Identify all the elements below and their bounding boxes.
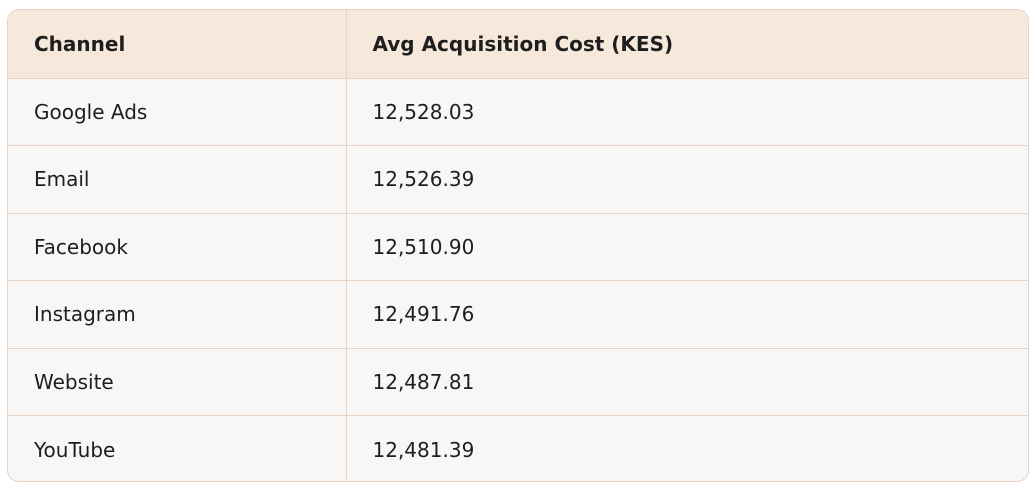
table-row: Google Ads 12,528.03 (8, 78, 1028, 146)
table-row: Website 12,487.81 (8, 348, 1028, 416)
column-header-avg-acquisition-cost: Avg Acquisition Cost (KES) (346, 10, 1028, 79)
cell-avg-cost: 12,487.81 (346, 348, 1028, 416)
table-row: Email 12,526.39 (8, 145, 1028, 214)
table-header: Channel Avg Acquisition Cost (KES) (8, 10, 1028, 79)
table-row: Instagram 12,491.76 (8, 280, 1028, 349)
data-table-container: Channel Avg Acquisition Cost (KES) Googl… (7, 9, 1029, 482)
cell-avg-cost: 12,510.90 (346, 213, 1028, 281)
cell-avg-cost: 12,528.03 (346, 78, 1028, 146)
cell-channel: Facebook (8, 213, 347, 281)
cell-channel: Website (8, 348, 347, 416)
cell-channel: Instagram (8, 280, 347, 349)
cell-avg-cost: 12,491.76 (346, 280, 1028, 349)
table-body: Google Ads 12,528.03 Email 12,526.39 Fac… (8, 78, 1028, 481)
cell-channel: Email (8, 145, 347, 214)
cell-channel: Google Ads (8, 78, 347, 146)
table-row: Facebook 12,510.90 (8, 213, 1028, 281)
cell-avg-cost: 12,481.39 (372, 437, 475, 462)
table-row: YouTube 12,481.39 (8, 415, 1028, 481)
cell-avg-cost: 12,526.39 (346, 145, 1028, 214)
column-header-channel: Channel (8, 10, 347, 79)
header-row: Channel Avg Acquisition Cost (KES) (8, 10, 1028, 79)
acquisition-cost-table: Channel Avg Acquisition Cost (KES) Googl… (8, 10, 1028, 481)
cell-channel: YouTube (8, 415, 347, 481)
